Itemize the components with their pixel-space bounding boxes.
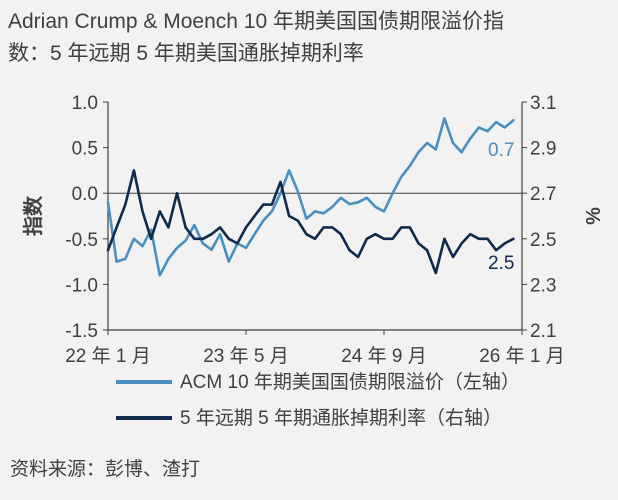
chart-title-line1: Adrian Crump & Moench 10 年期美国国债期限溢价指 xyxy=(8,10,504,33)
right-tick-label: 2.9 xyxy=(530,139,556,160)
chart-title-line2: 数：5 年远期 5 年期美国通胀掉期利率 xyxy=(8,42,364,65)
x-tick-label: 22 年 1 月 xyxy=(65,345,151,367)
left-tick-label: 1.0 xyxy=(72,93,98,114)
left-tick-label: -1.5 xyxy=(65,321,98,342)
y-axis-label-right: % xyxy=(583,207,605,225)
left-tick-label: 0.5 xyxy=(72,139,98,160)
series-line-2 xyxy=(106,169,515,275)
right-tick-label: 2.1 xyxy=(530,321,556,342)
series-end-label-2: 2.5 xyxy=(488,253,514,274)
x-tick-label: 23 年 5 月 xyxy=(203,345,289,367)
left-tick-label: 0.0 xyxy=(72,184,98,205)
source-note: 资料来源：彭博、渣打 xyxy=(10,459,201,480)
left-tick-label: -1.0 xyxy=(65,275,98,296)
legend-label-1: ACM 10 年期美国国债期限溢价（左轴） xyxy=(180,371,520,393)
right-tick-label: 2.7 xyxy=(530,184,556,205)
chart-title: Adrian Crump & Moench 10 年期美国国债期限溢价指 数：5… xyxy=(8,6,612,70)
right-tick-label: 2.5 xyxy=(530,230,556,251)
series-end-label-1: 0.7 xyxy=(488,140,514,161)
y-axis-label-left: 指数 xyxy=(21,195,45,236)
legend-label-2: 5 年远期 5 年期通胀掉期利率（右轴） xyxy=(180,407,502,429)
left-tick-label: -0.5 xyxy=(65,230,98,251)
x-tick-label: 26 年 1 月 xyxy=(479,345,565,367)
right-tick-label: 2.3 xyxy=(530,275,556,296)
x-tick-label: 24 年 9 月 xyxy=(341,345,427,367)
series-line-1 xyxy=(106,117,515,277)
right-tick-label: 3.1 xyxy=(530,93,556,114)
